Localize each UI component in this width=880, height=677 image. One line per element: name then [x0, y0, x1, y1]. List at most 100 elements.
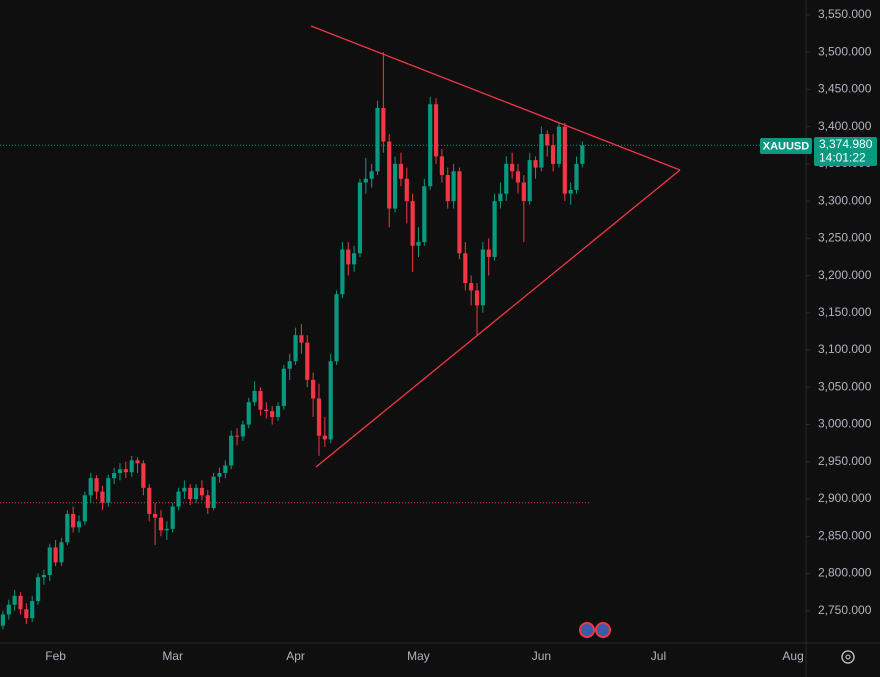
candle-body [510, 163, 515, 172]
candle-body [545, 134, 550, 146]
candle-body [234, 435, 240, 437]
event-icons [579, 622, 611, 638]
price-tag: XAUUSD 3,374.980 14:01:22 [760, 137, 877, 166]
candle-body [574, 163, 579, 190]
candle-body [398, 163, 404, 179]
candle-body [562, 126, 567, 194]
candle-body [328, 361, 333, 440]
symbol-label: XAUUSD [763, 140, 810, 152]
y-tick-label: 3,300.000 [818, 193, 872, 207]
candle-body [416, 242, 421, 246]
candle-body [41, 575, 46, 578]
candle-body [193, 487, 199, 500]
candle-body [445, 175, 450, 202]
y-tick-label: 2,950.000 [818, 454, 872, 468]
candle-body [381, 108, 386, 142]
settings-icon[interactable] [841, 650, 855, 664]
candle-body [147, 487, 152, 514]
candle-body [539, 134, 544, 168]
y-tick-label: 3,500.000 [818, 44, 872, 58]
candle-body [346, 249, 351, 265]
candle-body [340, 249, 345, 295]
candle-body [223, 465, 228, 473]
x-tick-label: Aug [782, 649, 803, 663]
candle-body [463, 253, 468, 284]
candle-body [486, 249, 491, 257]
y-tick-label: 3,000.000 [818, 417, 872, 431]
candle-body [457, 171, 462, 254]
candle-body [59, 542, 64, 563]
gear-center[interactable] [845, 654, 851, 660]
candle-body [392, 163, 398, 209]
y-tick-label: 2,800.000 [818, 566, 872, 580]
candle-body [246, 402, 251, 425]
candle-body [422, 186, 427, 243]
candle-body [229, 435, 234, 466]
y-tick-label: 3,250.000 [818, 231, 872, 245]
x-tick-label: Jun [532, 649, 551, 663]
candle-body [334, 294, 339, 362]
candle-body [428, 104, 433, 187]
candle-body [311, 379, 316, 399]
candle-body [480, 249, 485, 306]
candle-body [498, 193, 503, 202]
candle-body [410, 201, 415, 246]
x-tick-label: Apr [286, 649, 305, 663]
candle-body [316, 398, 322, 436]
y-tick-label: 3,200.000 [818, 268, 872, 282]
price-box [814, 137, 877, 166]
y-tick-label: 3,550.000 [818, 7, 872, 21]
gear[interactable] [841, 650, 855, 664]
countdown: 14:01:22 [819, 151, 866, 165]
candle-body [293, 335, 298, 362]
candle-body [580, 145, 585, 164]
candle-body [322, 435, 327, 440]
candle-body [533, 160, 538, 168]
candle-body [474, 290, 480, 306]
candle-body [53, 547, 58, 563]
candle-body [357, 182, 363, 254]
y-tick-label: 3,400.000 [818, 119, 872, 133]
candle-body [527, 160, 532, 202]
candle-body [275, 405, 281, 418]
last-price-label: 3,374.980 [819, 137, 873, 151]
event-flag [581, 624, 593, 636]
candle-body [12, 595, 17, 605]
candle-body [305, 342, 310, 380]
candle-body [363, 178, 368, 183]
candle-body [270, 411, 275, 418]
candle-body [24, 609, 29, 619]
candle-body [141, 463, 146, 488]
candle-body [521, 182, 526, 202]
candle-body [170, 506, 175, 529]
candle-body [35, 577, 41, 602]
plot-area: 2,750.000 2,800.000 2,850.000 2,900.000 2,95… [0, 7, 872, 663]
candle-body [556, 126, 562, 164]
candle-body [264, 409, 269, 412]
candle-body [287, 361, 292, 369]
symbol-box [760, 138, 812, 154]
candle-body [387, 141, 392, 209]
candle-body [18, 595, 23, 610]
candle-body [217, 472, 222, 477]
candle-body [205, 495, 210, 508]
y-tick-label: 2,900.000 [818, 491, 872, 505]
candle-body [135, 460, 140, 464]
candle-body [117, 469, 123, 473]
candle-body [158, 517, 164, 531]
candle-body [106, 478, 111, 503]
candle-body [188, 487, 193, 500]
candle-body [352, 253, 357, 265]
candle-body [88, 478, 93, 496]
candle-body [71, 513, 76, 528]
candle-body [504, 163, 509, 194]
candle-body [164, 528, 169, 531]
trendline-lower [315, 169, 681, 468]
candle-body [65, 513, 70, 543]
candle-body [123, 469, 128, 473]
candle-body [153, 513, 158, 518]
candle-body [94, 478, 99, 492]
